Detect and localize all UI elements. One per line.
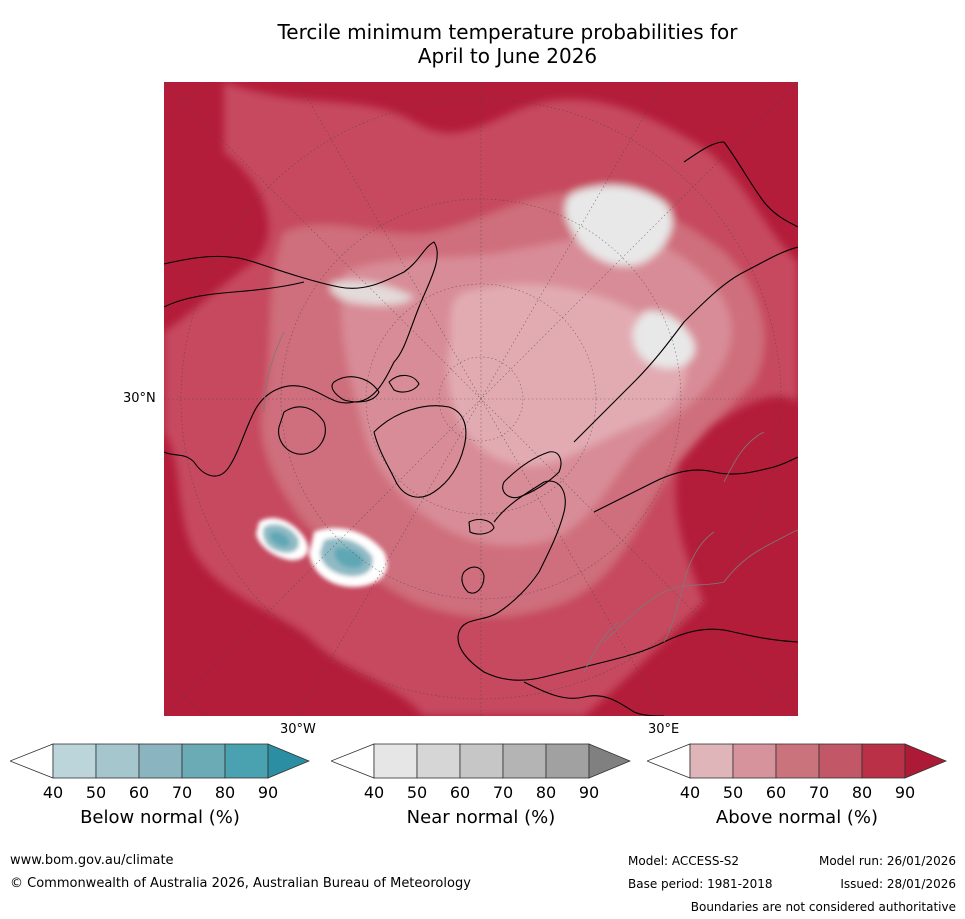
scandinavia-coast xyxy=(502,451,562,499)
cbar-near-low-triangle xyxy=(331,743,375,779)
tick-label: 80 xyxy=(851,783,873,802)
east-asia-coast xyxy=(683,141,798,228)
tick-label: 60 xyxy=(449,783,471,802)
near-normal-ne-region xyxy=(564,185,673,266)
tick-label: 90 xyxy=(894,783,916,802)
cbar-below-segment-5 xyxy=(224,743,269,779)
model-run: Model run: 26/01/2026 xyxy=(818,854,956,868)
cbar-near-segment-3 xyxy=(459,743,504,779)
cbar-above-segment-1 xyxy=(689,743,734,779)
cbar-near-segment-5 xyxy=(545,743,590,779)
north-america-coast xyxy=(164,241,438,477)
boundaries-disclaimer: Boundaries are not considered authoritat… xyxy=(690,900,956,914)
issued-date: Issued: 28/01/2026 xyxy=(840,877,956,891)
tick-label: 50 xyxy=(85,783,107,802)
tick-label: 80 xyxy=(535,783,557,802)
country-borders xyxy=(263,331,798,673)
coastlines xyxy=(164,141,798,716)
model-name: Model: ACCESS-S2 xyxy=(628,854,740,868)
tick-label: 40 xyxy=(42,783,64,802)
tick-label: 80 xyxy=(214,783,236,802)
cbar-below-segment-2 xyxy=(95,743,140,779)
graticule xyxy=(164,82,798,716)
alaska-coast xyxy=(164,281,305,308)
iceland-coast xyxy=(468,519,495,535)
mediterranean-coast xyxy=(523,681,665,716)
cbar-near-segment-1 xyxy=(373,743,418,779)
lat-label-30n: 30°N xyxy=(123,391,156,406)
colorbar-near-normal xyxy=(331,743,631,779)
tick-label: 70 xyxy=(171,783,193,802)
cbar-above-segment-5 xyxy=(861,743,906,779)
cbar-below-segment-3 xyxy=(138,743,183,779)
cbar-above-segment-2 xyxy=(732,743,777,779)
colorbar-below-label: Below normal (%) xyxy=(80,807,240,828)
below-60-region xyxy=(269,531,364,568)
tick-label: 40 xyxy=(679,783,701,802)
tick-label: 70 xyxy=(808,783,830,802)
cbar-above-segment-4 xyxy=(818,743,863,779)
cbar-below-high-triangle xyxy=(267,743,310,779)
colorbar-above-label: Above normal (%) xyxy=(715,807,879,828)
probability-map[interactable] xyxy=(164,82,798,716)
cbar-near-high-triangle xyxy=(588,743,631,779)
cbar-below-segment-1 xyxy=(52,743,97,779)
tick-label: 50 xyxy=(722,783,744,802)
cbar-above-high-triangle xyxy=(904,743,947,779)
title-line-1: Tercile minimum temperature probabilitie… xyxy=(277,20,738,44)
map-title: Tercile minimum temperature probabilitie… xyxy=(165,20,850,68)
near-normal-pacific-region xyxy=(329,280,414,306)
cbar-above-segment-3 xyxy=(775,743,820,779)
colorbar-above-normal xyxy=(647,743,947,779)
tick-label: 90 xyxy=(257,783,279,802)
hudson-bay-coast xyxy=(278,406,326,455)
copyright-text: © Commonwealth of Australia 2026, Austra… xyxy=(10,876,471,891)
tick-label: 60 xyxy=(128,783,150,802)
uk-coast xyxy=(461,566,485,594)
lon-label-30w: 30°W xyxy=(280,722,316,737)
website-link[interactable]: www.bom.gov.au/climate xyxy=(10,853,174,868)
cbar-near-segment-4 xyxy=(502,743,547,779)
title-line-2: April to June 2026 xyxy=(417,44,598,68)
cbar-below-segment-4 xyxy=(181,743,226,779)
base-period: Base period: 1981-2018 xyxy=(628,877,773,891)
tick-label: 40 xyxy=(363,783,385,802)
europe-coast xyxy=(457,480,798,681)
lon-label-30e: 30°E xyxy=(648,722,680,737)
greenland-coast xyxy=(373,405,467,498)
cbar-near-segment-2 xyxy=(416,743,461,779)
tick-label: 70 xyxy=(492,783,514,802)
cbar-below-low-triangle xyxy=(10,743,54,779)
arctic-archipelago-coast xyxy=(331,374,420,403)
colorbar-below-normal xyxy=(10,743,310,779)
near-normal-asia-region xyxy=(632,311,695,369)
colorbar-near-label: Near normal (%) xyxy=(406,807,556,828)
cbar-above-low-triangle xyxy=(647,743,691,779)
tick-label: 90 xyxy=(578,783,600,802)
above-40-region xyxy=(447,284,687,466)
tick-label: 50 xyxy=(406,783,428,802)
asia-coast xyxy=(573,246,798,513)
tick-label: 60 xyxy=(765,783,787,802)
